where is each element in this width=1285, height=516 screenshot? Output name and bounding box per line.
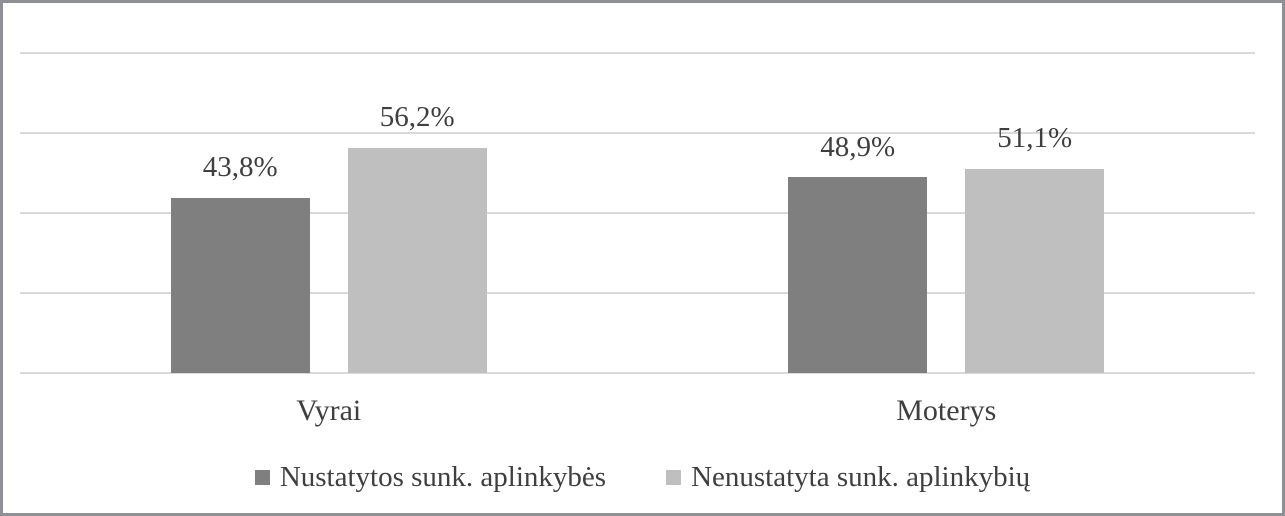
legend-label-nustatytos: Nustatytos sunk. aplinkybės bbox=[279, 461, 607, 493]
bar-moterys-series1 bbox=[788, 177, 928, 373]
x-axis-labels: Vyrai Moterys bbox=[20, 394, 1255, 427]
legend-item-nustatytos: Nustatytos sunk. aplinkybės bbox=[254, 461, 607, 494]
legend-swatch-dark-icon bbox=[254, 470, 270, 486]
bar-value-label: 43,8% bbox=[202, 150, 278, 183]
bar-value-label: 51,1% bbox=[997, 121, 1073, 154]
legend-label-nenustatyta: Nenustatyta sunk. aplinkybių bbox=[691, 461, 1031, 493]
category-label-vyrai: Vyrai bbox=[296, 394, 362, 427]
bar-value-label: 48,9% bbox=[820, 130, 896, 163]
legend-swatch-light-icon bbox=[666, 470, 682, 486]
baseline-gridline bbox=[20, 372, 1255, 374]
gridline bbox=[20, 292, 1255, 294]
bar-vyrai-series2 bbox=[347, 148, 487, 373]
legend-item-nenustatyta: Nenustatyta sunk. aplinkybių bbox=[666, 461, 1031, 494]
bar-value-label: 56,2% bbox=[379, 101, 455, 134]
gridline bbox=[20, 132, 1255, 134]
legend: Nustatytos sunk. aplinkybės Nenustatyta … bbox=[3, 461, 1282, 494]
gridline bbox=[20, 52, 1255, 54]
gridline bbox=[20, 212, 1255, 214]
plot-area: 43,8% 56,2% 48,9% 51,1% bbox=[20, 52, 1255, 374]
bar-vyrai-series1 bbox=[170, 197, 310, 373]
bar-moterys-series2 bbox=[965, 168, 1105, 373]
category-label-moterys: Moterys bbox=[896, 394, 997, 427]
